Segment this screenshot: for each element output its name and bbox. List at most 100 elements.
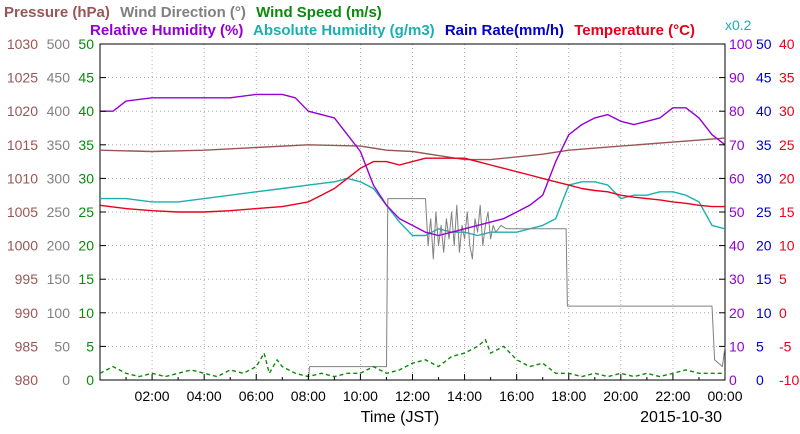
tick-label-wind-speed: 50 bbox=[78, 36, 94, 52]
x-axis: 02:00 04:00 06:00 08:00 10:00 12:00 14:00 16:00… bbox=[125, 374, 743, 404]
tick-label-pressure: 1030 bbox=[7, 36, 38, 52]
tick-label-rain-rate: 45 bbox=[756, 70, 772, 86]
tick-label-relative-humidity: 50 bbox=[729, 204, 745, 220]
tick-label-wind-direction: 250 bbox=[47, 204, 71, 220]
tick-label-pressure: 1000 bbox=[7, 238, 38, 254]
tick-label-pressure: 1015 bbox=[7, 137, 38, 153]
tick-label-rain-rate: 50 bbox=[756, 36, 772, 52]
tick-label-temperature: -5 bbox=[779, 338, 792, 354]
legend-rain-rate: Rain Rate(mm/h) bbox=[445, 22, 564, 39]
legend-absolute-humidity: Absolute Humidity (g/m3) bbox=[253, 22, 435, 39]
legend-wind-direction: Wind Direction (°) bbox=[120, 4, 246, 21]
x-tick-label: 10:00 bbox=[343, 388, 378, 404]
series-pressure bbox=[99, 137, 726, 161]
x-tick-label: 02:00 bbox=[135, 388, 170, 404]
tick-label-wind-speed: 40 bbox=[78, 103, 94, 119]
tick-label-temperature: 10 bbox=[779, 238, 795, 254]
tick-label-pressure: 990 bbox=[15, 305, 39, 321]
series-temperature bbox=[99, 157, 725, 213]
tick-label-wind-direction: 150 bbox=[47, 271, 71, 287]
tick-label-wind-direction: 0 bbox=[62, 372, 70, 388]
right-axes: 0102030405060708090100051015202530354045… bbox=[719, 36, 799, 388]
series-absolute-humidity bbox=[100, 177, 726, 237]
tick-label-relative-humidity: 70 bbox=[729, 137, 745, 153]
x-tick-label: 08:00 bbox=[291, 388, 326, 404]
tick-label-wind-speed: 10 bbox=[78, 305, 94, 321]
tick-label-rain-rate: 15 bbox=[756, 271, 772, 287]
rain-scale-note: x0.2 bbox=[725, 17, 752, 33]
tick-label-rain-rate: 35 bbox=[756, 137, 772, 153]
tick-label-relative-humidity: 0 bbox=[729, 372, 737, 388]
tick-label-pressure: 995 bbox=[15, 271, 39, 287]
x-tick-label: 20:00 bbox=[603, 388, 638, 404]
tick-label-pressure: 980 bbox=[15, 372, 39, 388]
tick-label-temperature: 5 bbox=[779, 271, 787, 287]
tick-label-relative-humidity: 100 bbox=[729, 36, 753, 52]
tick-label-relative-humidity: 30 bbox=[729, 271, 745, 287]
tick-label-relative-humidity: 20 bbox=[729, 305, 745, 321]
tick-label-rain-rate: 20 bbox=[756, 238, 772, 254]
tick-label-temperature: 35 bbox=[779, 70, 795, 86]
tick-label-wind-direction: 350 bbox=[47, 137, 71, 153]
grid bbox=[100, 44, 725, 380]
tick-label-wind-speed: 15 bbox=[78, 271, 94, 287]
tick-label-temperature: 30 bbox=[779, 103, 795, 119]
legend-wind-speed: Wind Speed (m/s) bbox=[256, 4, 382, 21]
x-tick-label: 22:00 bbox=[655, 388, 690, 404]
tick-label-pressure: 1010 bbox=[7, 170, 38, 186]
series-relative-humidity bbox=[100, 93, 726, 237]
tick-label-rain-rate: 40 bbox=[756, 103, 772, 119]
tick-label-wind-direction: 100 bbox=[47, 305, 71, 321]
tick-label-rain-rate: 30 bbox=[756, 170, 772, 186]
x-tick-label: 12:00 bbox=[395, 388, 430, 404]
legend-temperature: Temperature (°C) bbox=[574, 22, 695, 39]
left-axes: 9809859909951000100510101015102010251030… bbox=[7, 36, 106, 388]
tick-label-pressure: 1005 bbox=[7, 204, 38, 220]
tick-label-temperature: 15 bbox=[779, 204, 795, 220]
x-tick-label: 04:00 bbox=[187, 388, 222, 404]
tick-label-temperature: 20 bbox=[779, 170, 795, 186]
tick-label-rain-rate: 25 bbox=[756, 204, 772, 220]
tick-label-pressure: 1025 bbox=[7, 70, 38, 86]
tick-label-wind-speed: 20 bbox=[78, 238, 94, 254]
tick-label-relative-humidity: 80 bbox=[729, 103, 745, 119]
legend-row-2: Relative Humidity (%) Absolute Humidity … bbox=[90, 22, 695, 39]
tick-label-temperature: 0 bbox=[779, 305, 787, 321]
legend-relative-humidity: Relative Humidity (%) bbox=[90, 22, 243, 39]
tick-label-wind-speed: 45 bbox=[78, 70, 94, 86]
x-tick-label: 14:00 bbox=[447, 388, 482, 404]
tick-label-wind-direction: 450 bbox=[47, 70, 71, 86]
tick-label-pressure: 985 bbox=[15, 338, 39, 354]
x-tick-label: 00:00 bbox=[707, 388, 742, 404]
tick-label-temperature: -10 bbox=[779, 372, 799, 388]
tick-label-pressure: 1020 bbox=[7, 103, 38, 119]
tick-label-relative-humidity: 10 bbox=[729, 338, 745, 354]
tick-label-wind-speed: 5 bbox=[86, 338, 94, 354]
x-tick-label: 18:00 bbox=[551, 388, 586, 404]
legend-row-1: Pressure (hPa) Wind Direction (°) Wind S… bbox=[4, 4, 382, 21]
tick-label-relative-humidity: 90 bbox=[729, 70, 745, 86]
date-label: 2015-10-30 bbox=[640, 409, 722, 426]
legend-pressure: Pressure (hPa) bbox=[4, 4, 110, 21]
tick-label-wind-speed: 0 bbox=[86, 372, 94, 388]
series-wind-direction bbox=[307, 198, 726, 381]
tick-label-rain-rate: 10 bbox=[756, 305, 772, 321]
tick-label-wind-direction: 300 bbox=[47, 170, 71, 186]
tick-label-relative-humidity: 40 bbox=[729, 238, 745, 254]
tick-label-wind-speed: 35 bbox=[78, 137, 94, 153]
x-axis-label: Time (JST) bbox=[361, 409, 440, 426]
series-wind-speed bbox=[99, 339, 725, 378]
x-tick-label: 06:00 bbox=[239, 388, 274, 404]
tick-label-wind-speed: 30 bbox=[78, 170, 94, 186]
tick-label-temperature: 40 bbox=[779, 36, 795, 52]
x-tick-label: 16:00 bbox=[499, 388, 534, 404]
tick-label-relative-humidity: 60 bbox=[729, 170, 745, 186]
tick-label-wind-speed: 25 bbox=[78, 204, 94, 220]
tick-label-wind-direction: 200 bbox=[47, 238, 71, 254]
tick-label-rain-rate: 0 bbox=[756, 372, 764, 388]
series-layer bbox=[99, 93, 726, 381]
tick-label-rain-rate: 5 bbox=[756, 338, 764, 354]
tick-label-wind-direction: 500 bbox=[47, 36, 71, 52]
tick-label-wind-direction: 400 bbox=[47, 103, 71, 119]
